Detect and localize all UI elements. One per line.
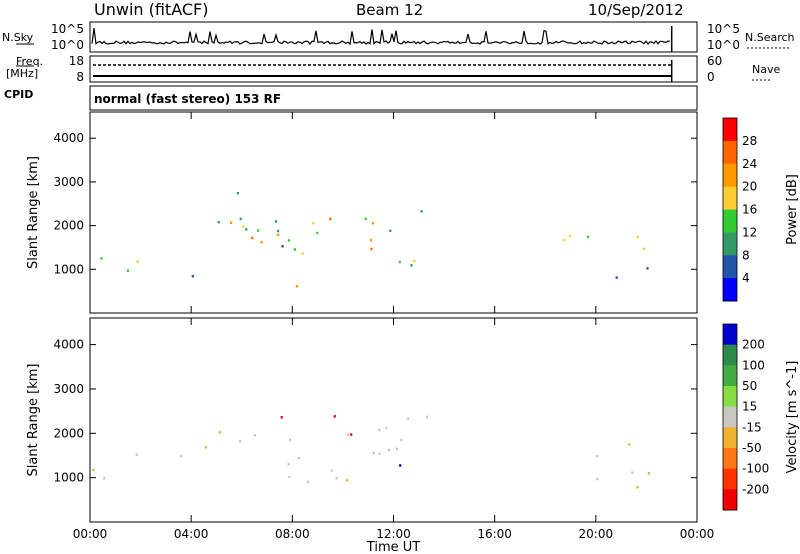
velocity-colorbar-swatch xyxy=(723,386,737,408)
freq-tick-top: 18 xyxy=(69,54,84,68)
power-colorbar-tick: 20 xyxy=(742,180,757,194)
nsky-label: N.Sky xyxy=(2,31,34,44)
freq-frame xyxy=(89,55,698,83)
velocity-colorbar-tick: 200 xyxy=(742,338,765,352)
nsearch-label: N.Search xyxy=(745,31,795,44)
power-colorbar-swatch xyxy=(723,232,737,256)
power-ytick-label: 1000 xyxy=(53,262,84,276)
power-ytick-label: 2000 xyxy=(53,219,84,233)
velocity-region-1 xyxy=(179,426,403,466)
nsky-tick-bottom: 10^0 xyxy=(51,38,84,52)
velocity-colorbar-swatch xyxy=(723,406,737,428)
power-colorbar-tick: 24 xyxy=(742,157,757,171)
velocity-frame xyxy=(89,317,698,523)
power-colorbar-swatch xyxy=(723,163,737,188)
velocity-colorbar-tick: 15 xyxy=(742,400,757,414)
beam-title: Beam 12 xyxy=(356,1,424,19)
power-region-7 xyxy=(563,234,649,279)
velocity-region-0 xyxy=(92,453,349,484)
xtick-label: 00:00 xyxy=(73,527,108,541)
power-colorbar-frame xyxy=(722,117,738,302)
velocity-colorbar-swatch xyxy=(723,468,737,490)
velocity-region-2 xyxy=(280,415,353,436)
site-title: Unwin (fitACF) xyxy=(94,0,209,19)
xtick-label: 04:00 xyxy=(174,527,209,541)
power-region-5 xyxy=(295,285,299,288)
velocity-colorbar-label: Velocity [m s^-1] xyxy=(785,361,800,474)
xtick-label: 12:00 xyxy=(376,527,411,541)
nsky-tick-top: 10^5 xyxy=(51,22,84,36)
velocity-region-6 xyxy=(378,415,429,432)
power-ytick-label: 4000 xyxy=(53,131,84,145)
mhz-label: [MHz] xyxy=(6,67,39,80)
velocity-colorbar-tick: -50 xyxy=(742,441,762,455)
nsearch-tick-top: 10^5 xyxy=(707,22,740,36)
power-ylabel: Slant Range [km] xyxy=(26,156,41,269)
xtick-label: 08:00 xyxy=(275,527,310,541)
power-region-3 xyxy=(312,217,392,233)
velocity-colorbar-tick: -200 xyxy=(742,482,769,496)
power-colorbar-swatch xyxy=(723,278,737,302)
cpid-text: normal (fast stereo) 153 RF xyxy=(94,92,282,106)
power-colorbar-swatch xyxy=(723,209,737,233)
power-colorbar-swatch xyxy=(723,140,737,165)
power-colorbar-tick: 12 xyxy=(742,225,757,239)
velocity-colorbar-swatch xyxy=(723,344,737,366)
velocity-region-3 xyxy=(372,451,402,467)
power-colorbar-swatch xyxy=(723,186,737,210)
velocity-region-5 xyxy=(595,443,650,489)
velocity-colorbar-tick: 100 xyxy=(742,358,765,372)
power-frame xyxy=(89,111,698,314)
date-title: 10/Sep/2012 xyxy=(588,1,684,19)
velocity-colorbar-swatch xyxy=(723,324,737,346)
velocity-colorbar-swatch xyxy=(723,489,737,511)
power-region-1 xyxy=(217,217,373,255)
nsky-frame xyxy=(89,21,698,53)
velocity-colorbar-swatch xyxy=(723,365,737,387)
power-colorbar-tick: 28 xyxy=(742,134,757,148)
nave-label: Nave xyxy=(752,63,781,76)
power-colorbar-tick: 4 xyxy=(742,271,750,285)
nsearch-tick-bottom: 10^0 xyxy=(707,38,740,52)
power-region-2 xyxy=(230,192,319,248)
velocity-ytick-label: 1000 xyxy=(53,471,84,485)
power-colorbar-tick: 16 xyxy=(742,203,757,217)
velocity-colorbar-tick: -15 xyxy=(742,420,762,434)
velocity-colorbar-tick: 50 xyxy=(742,379,757,393)
cpid-label: CPID xyxy=(4,88,34,101)
velocity-colorbar-frame xyxy=(722,323,738,511)
power-colorbar-swatch xyxy=(723,255,737,279)
xtick-label: 20:00 xyxy=(579,527,614,541)
power-colorbar-tick: 8 xyxy=(742,248,750,262)
xlabel: Time UT xyxy=(366,540,420,554)
velocity-colorbar-tick: -100 xyxy=(742,462,769,476)
xtick-label: 00:00 xyxy=(680,527,715,541)
nsky-trace xyxy=(91,28,671,46)
velocity-ytick-label: 2000 xyxy=(53,426,84,440)
velocity-ylabel: Slant Range [km] xyxy=(26,364,41,477)
nave-tick-top: 60 xyxy=(707,54,722,68)
freq-tick-bottom: 8 xyxy=(76,70,84,84)
power-region-4 xyxy=(364,210,423,267)
power-colorbar-label: Power [dB] xyxy=(785,174,800,245)
power-colorbar-swatch xyxy=(723,118,737,142)
velocity-colorbar-swatch xyxy=(723,427,737,449)
velocity-colorbar-swatch xyxy=(723,448,737,470)
power-ytick-label: 3000 xyxy=(53,175,84,189)
cpid-frame xyxy=(89,85,698,111)
velocity-ytick-label: 3000 xyxy=(53,382,84,396)
xtick-label: 16:00 xyxy=(477,527,512,541)
velocity-ytick-label: 4000 xyxy=(53,338,84,352)
freq-label: Freq. xyxy=(16,55,44,68)
nave-tick-bottom: 0 xyxy=(707,70,715,84)
power-region-0 xyxy=(100,257,194,278)
